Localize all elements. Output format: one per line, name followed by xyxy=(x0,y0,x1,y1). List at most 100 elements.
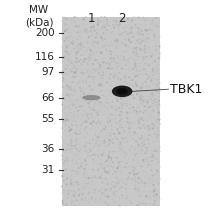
Point xyxy=(69,52,72,55)
Point xyxy=(101,45,104,48)
Point xyxy=(144,19,147,22)
Point xyxy=(98,62,102,65)
Point xyxy=(97,66,100,70)
Point xyxy=(80,63,84,67)
Point xyxy=(106,70,110,73)
Point xyxy=(92,25,95,28)
Point xyxy=(138,175,142,178)
Point xyxy=(91,124,94,127)
Point xyxy=(127,125,130,128)
Point xyxy=(64,67,67,70)
Point xyxy=(158,75,161,79)
Point xyxy=(84,160,87,163)
Point xyxy=(79,118,82,122)
Point xyxy=(154,193,157,196)
Point xyxy=(137,119,140,122)
Point xyxy=(157,110,160,114)
Point xyxy=(143,48,147,51)
Point xyxy=(70,181,73,185)
Point xyxy=(123,77,127,80)
Point xyxy=(119,143,122,147)
Point xyxy=(115,190,118,193)
Point xyxy=(111,118,115,121)
Point xyxy=(119,102,122,105)
Point xyxy=(118,24,122,28)
Point xyxy=(135,89,139,92)
Point xyxy=(156,33,160,36)
Point xyxy=(143,152,146,155)
Point xyxy=(118,34,121,37)
Point xyxy=(118,97,122,101)
Point xyxy=(97,155,100,159)
Point xyxy=(93,75,97,78)
Point xyxy=(156,45,160,48)
Point xyxy=(122,89,126,92)
Point xyxy=(130,20,133,24)
Point xyxy=(85,141,88,144)
Point xyxy=(93,196,96,200)
Text: 116: 116 xyxy=(34,52,54,62)
Point xyxy=(98,102,102,106)
Point xyxy=(156,100,160,103)
Point xyxy=(113,32,116,36)
Point xyxy=(85,57,89,60)
Point xyxy=(104,28,108,31)
Point xyxy=(110,124,113,127)
Point xyxy=(107,156,110,159)
Point xyxy=(87,186,90,190)
Point xyxy=(96,162,100,166)
Point xyxy=(128,81,132,85)
Point xyxy=(87,24,91,28)
Point xyxy=(75,67,79,70)
Point xyxy=(139,96,142,99)
Point xyxy=(127,177,130,181)
Point xyxy=(76,100,79,104)
Point xyxy=(158,122,162,126)
Point xyxy=(77,66,81,70)
Point xyxy=(141,183,144,187)
Point xyxy=(69,138,73,141)
Point xyxy=(138,177,142,180)
Point xyxy=(153,200,156,203)
Point xyxy=(105,138,108,141)
Point xyxy=(62,147,65,150)
Point xyxy=(104,42,107,46)
Ellipse shape xyxy=(82,95,101,100)
Point xyxy=(111,106,114,110)
Point xyxy=(68,52,72,55)
Point xyxy=(72,66,75,70)
Point xyxy=(111,150,114,153)
Point xyxy=(116,179,119,182)
Point xyxy=(103,144,106,148)
Point xyxy=(111,186,114,189)
Point xyxy=(65,29,68,33)
Point xyxy=(99,163,102,166)
Point xyxy=(148,142,152,146)
Point xyxy=(96,125,100,129)
Point xyxy=(108,120,112,124)
Point xyxy=(153,88,156,92)
Point xyxy=(104,134,107,137)
Point xyxy=(139,51,142,54)
Point xyxy=(68,85,72,89)
Point xyxy=(75,68,78,72)
Point xyxy=(61,85,64,89)
Point xyxy=(153,60,156,63)
Point xyxy=(144,109,147,112)
Point xyxy=(65,151,68,155)
Point xyxy=(79,49,83,52)
Point xyxy=(144,109,148,112)
Point xyxy=(130,144,133,148)
Point xyxy=(138,70,141,73)
Point xyxy=(71,63,74,66)
Point xyxy=(91,67,94,70)
Point xyxy=(147,178,150,181)
Point xyxy=(151,94,155,98)
Point xyxy=(112,43,115,46)
Point xyxy=(80,104,83,108)
Point xyxy=(144,174,147,177)
Point xyxy=(135,48,139,52)
Point xyxy=(69,41,72,44)
Point xyxy=(154,150,157,153)
Point xyxy=(135,105,139,108)
